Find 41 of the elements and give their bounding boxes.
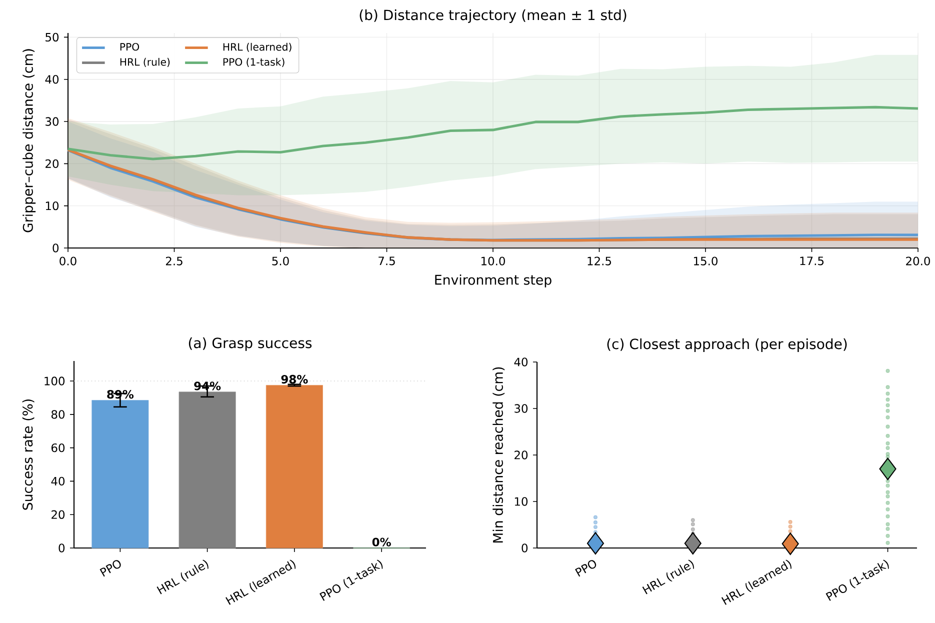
data-label: 0% xyxy=(372,538,391,546)
y-axis-title: Success rate (%) xyxy=(22,399,34,510)
x-tick-label: 5.0 xyxy=(272,256,289,266)
chart-title: (b) Distance trajectory (mean ± 1 std) xyxy=(360,9,626,23)
y-axis-title: Min distance reached (cm) xyxy=(492,367,505,542)
legend-label: HRL (learned) xyxy=(223,42,292,52)
y-tick-label: 60 xyxy=(52,443,65,452)
legend-label: PPO (1-task) xyxy=(223,58,284,67)
y-tick-label: 40 xyxy=(51,476,65,486)
legend-label: HRL (rule) xyxy=(120,58,170,67)
x-tick-label: 7.5 xyxy=(378,256,395,266)
legend-label: PPO xyxy=(120,42,140,51)
x-tick-label: 15.0 xyxy=(694,256,718,266)
y-tick-label: 100 xyxy=(44,376,65,386)
y-tick-label: 80 xyxy=(51,410,65,419)
chart-title: (c) Closest approach (per episode) xyxy=(607,338,847,352)
y-tick-label: 30 xyxy=(514,404,528,413)
data-label: 98% xyxy=(281,374,308,384)
x-tick-label: PPO xyxy=(100,560,121,577)
x-tick-label: 0.0 xyxy=(60,256,76,266)
y-tick-label: 30 xyxy=(46,117,59,126)
y-tick-label: 0 xyxy=(522,544,528,552)
x-tick-label: PPO xyxy=(575,560,596,577)
x-tick-label: 10.0 xyxy=(481,256,505,266)
y-tick-label: 40 xyxy=(514,358,528,366)
y-axis-title: Gripper–cube distance (cm) xyxy=(22,49,36,232)
y-tick-label: 20 xyxy=(52,510,65,519)
y-tick-label: 0 xyxy=(58,544,65,552)
y-tick-label: 0 xyxy=(52,244,59,252)
chart-title: (a) Grasp success xyxy=(188,337,312,351)
x-tick-label: 12.5 xyxy=(588,256,612,266)
x-tick-label: 20.0 xyxy=(906,256,930,266)
y-tick-label: 10 xyxy=(514,497,528,506)
y-tick-label: 50 xyxy=(46,32,59,42)
y-tick-label: 10 xyxy=(46,201,59,210)
x-axis-title: Environment step xyxy=(435,274,552,288)
x-tick-label: 17.5 xyxy=(800,256,824,266)
y-tick-label: 40 xyxy=(45,75,59,84)
x-tick-label: 2.5 xyxy=(166,256,182,266)
y-tick-label: 20 xyxy=(46,159,59,168)
y-tick-label: 20 xyxy=(514,450,528,460)
